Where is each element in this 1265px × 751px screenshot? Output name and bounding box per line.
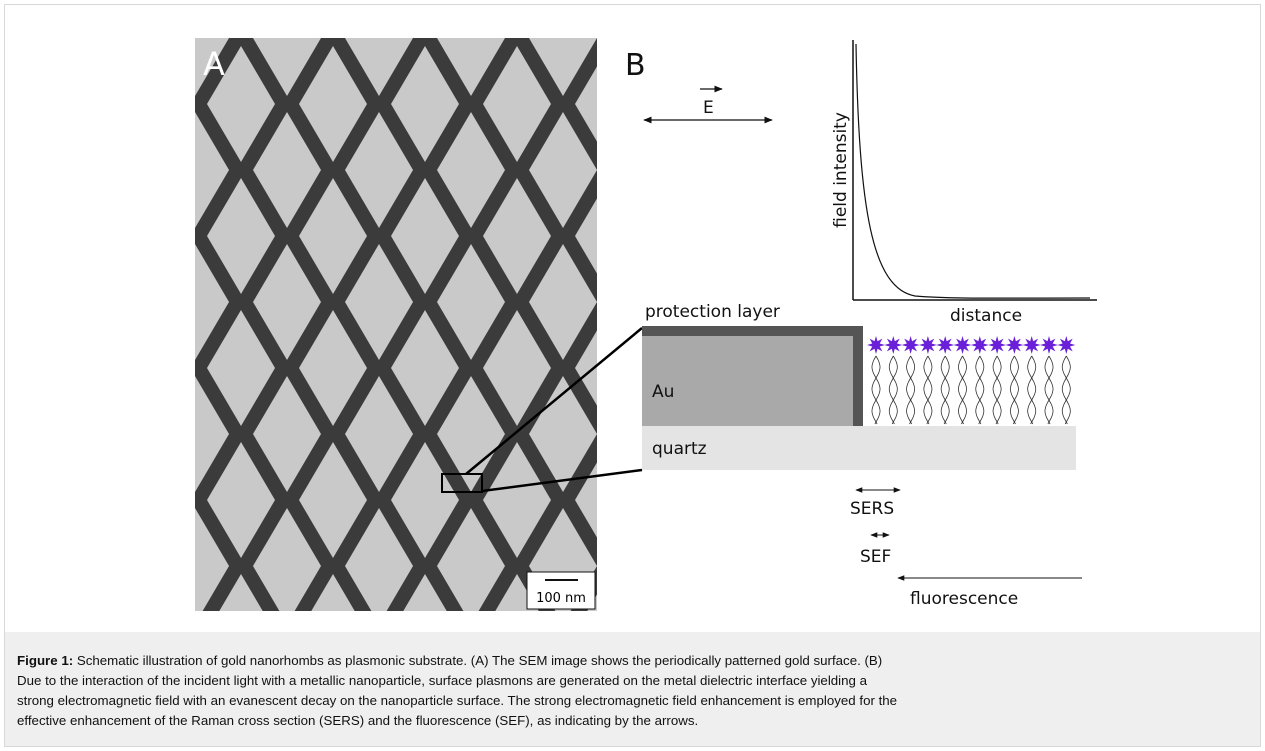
arrow-label: fluorescence: [910, 589, 1018, 609]
scale-label: 100 nm: [536, 591, 586, 606]
fluorophore: [1057, 336, 1075, 354]
caption-line: Due to the interaction of the incident l…: [17, 673, 868, 688]
gold-layer: [642, 336, 853, 426]
sem-image: [195, 38, 597, 611]
fluorophore: [1005, 336, 1023, 354]
caption-label: Figure 1:: [17, 653, 73, 668]
fluorophore: [954, 336, 972, 354]
layer-label: quartz: [652, 439, 707, 459]
fluorophore: [867, 336, 885, 354]
figure: A 100 nm B E field intensity distance pr…: [0, 0, 1265, 751]
arrow-label: SERS: [850, 499, 894, 519]
caption-bg: [5, 632, 1260, 746]
panel-label: B: [625, 48, 646, 83]
x-axis-label: distance: [950, 306, 1022, 326]
caption-line: Figure 1: Schematic illustration of gold…: [17, 653, 882, 668]
layer-label: Au: [652, 382, 674, 402]
caption-line: strong electromagnetic field with an eva…: [17, 693, 897, 708]
caption-text: Schematic illustration of gold nanorhomb…: [77, 653, 882, 668]
fluorophore: [936, 336, 954, 354]
fluorophore: [988, 336, 1006, 354]
quartz-layer: [642, 426, 1076, 470]
caption-line: effective enhancement of the Raman cross…: [17, 713, 698, 728]
fluorophore: [902, 336, 920, 354]
panel-label: A: [203, 45, 225, 83]
arrow-label: SEF: [860, 547, 891, 567]
fluorophore: [1023, 336, 1041, 354]
fluorophore: [919, 336, 937, 354]
fluorophore: [1040, 336, 1058, 354]
field-symbol: E: [703, 98, 714, 118]
fluorophore: [971, 336, 989, 354]
y-axis-label: field intensity: [831, 112, 851, 228]
layer-label: protection layer: [645, 302, 780, 322]
fluorophore: [884, 336, 902, 354]
